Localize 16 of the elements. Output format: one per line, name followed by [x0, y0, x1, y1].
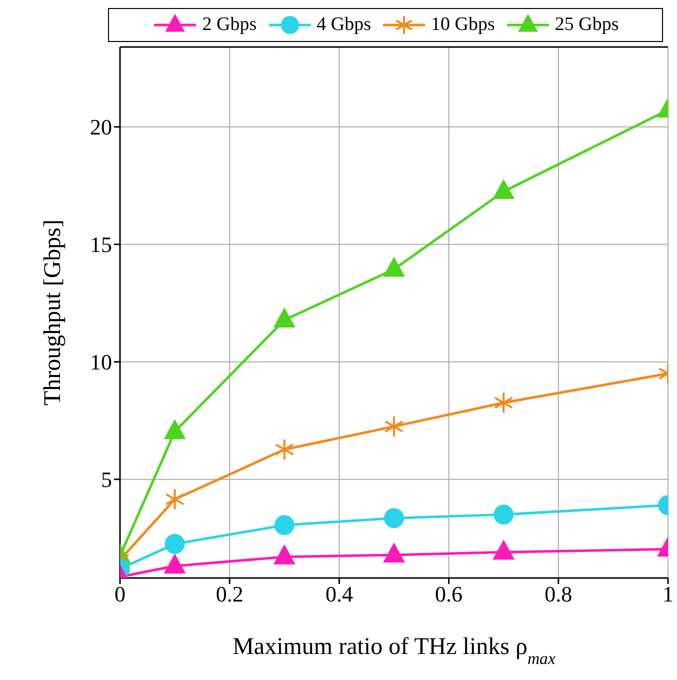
y-tick-label: 15 [90, 232, 112, 258]
y-tick-label: 10 [90, 350, 112, 375]
legend-label: 4 Gbps [316, 13, 371, 37]
legend-label: 2 Gbps [201, 13, 257, 37]
y-axis-title: Throughput [Gbps] [40, 220, 66, 406]
x-axis-title: Maximum ratio of THz links ρ$_{max}$ [232, 634, 556, 668]
y-tick-label: 20 [90, 114, 112, 140]
x-tick-label: 0.8 [544, 582, 572, 607]
legend-label: 10 Gbps [430, 13, 495, 37]
x-tick-label: 0.4 [325, 582, 353, 607]
x-tick-label: 0 [114, 582, 126, 607]
legend-label: 25 Gbps [554, 13, 619, 37]
y-tick-label: 5 [101, 467, 112, 492]
x-tick-label: 0.2 [216, 582, 244, 607]
x-tick-label: 1 [662, 582, 674, 607]
x-tick-label: 0.6 [435, 582, 463, 607]
